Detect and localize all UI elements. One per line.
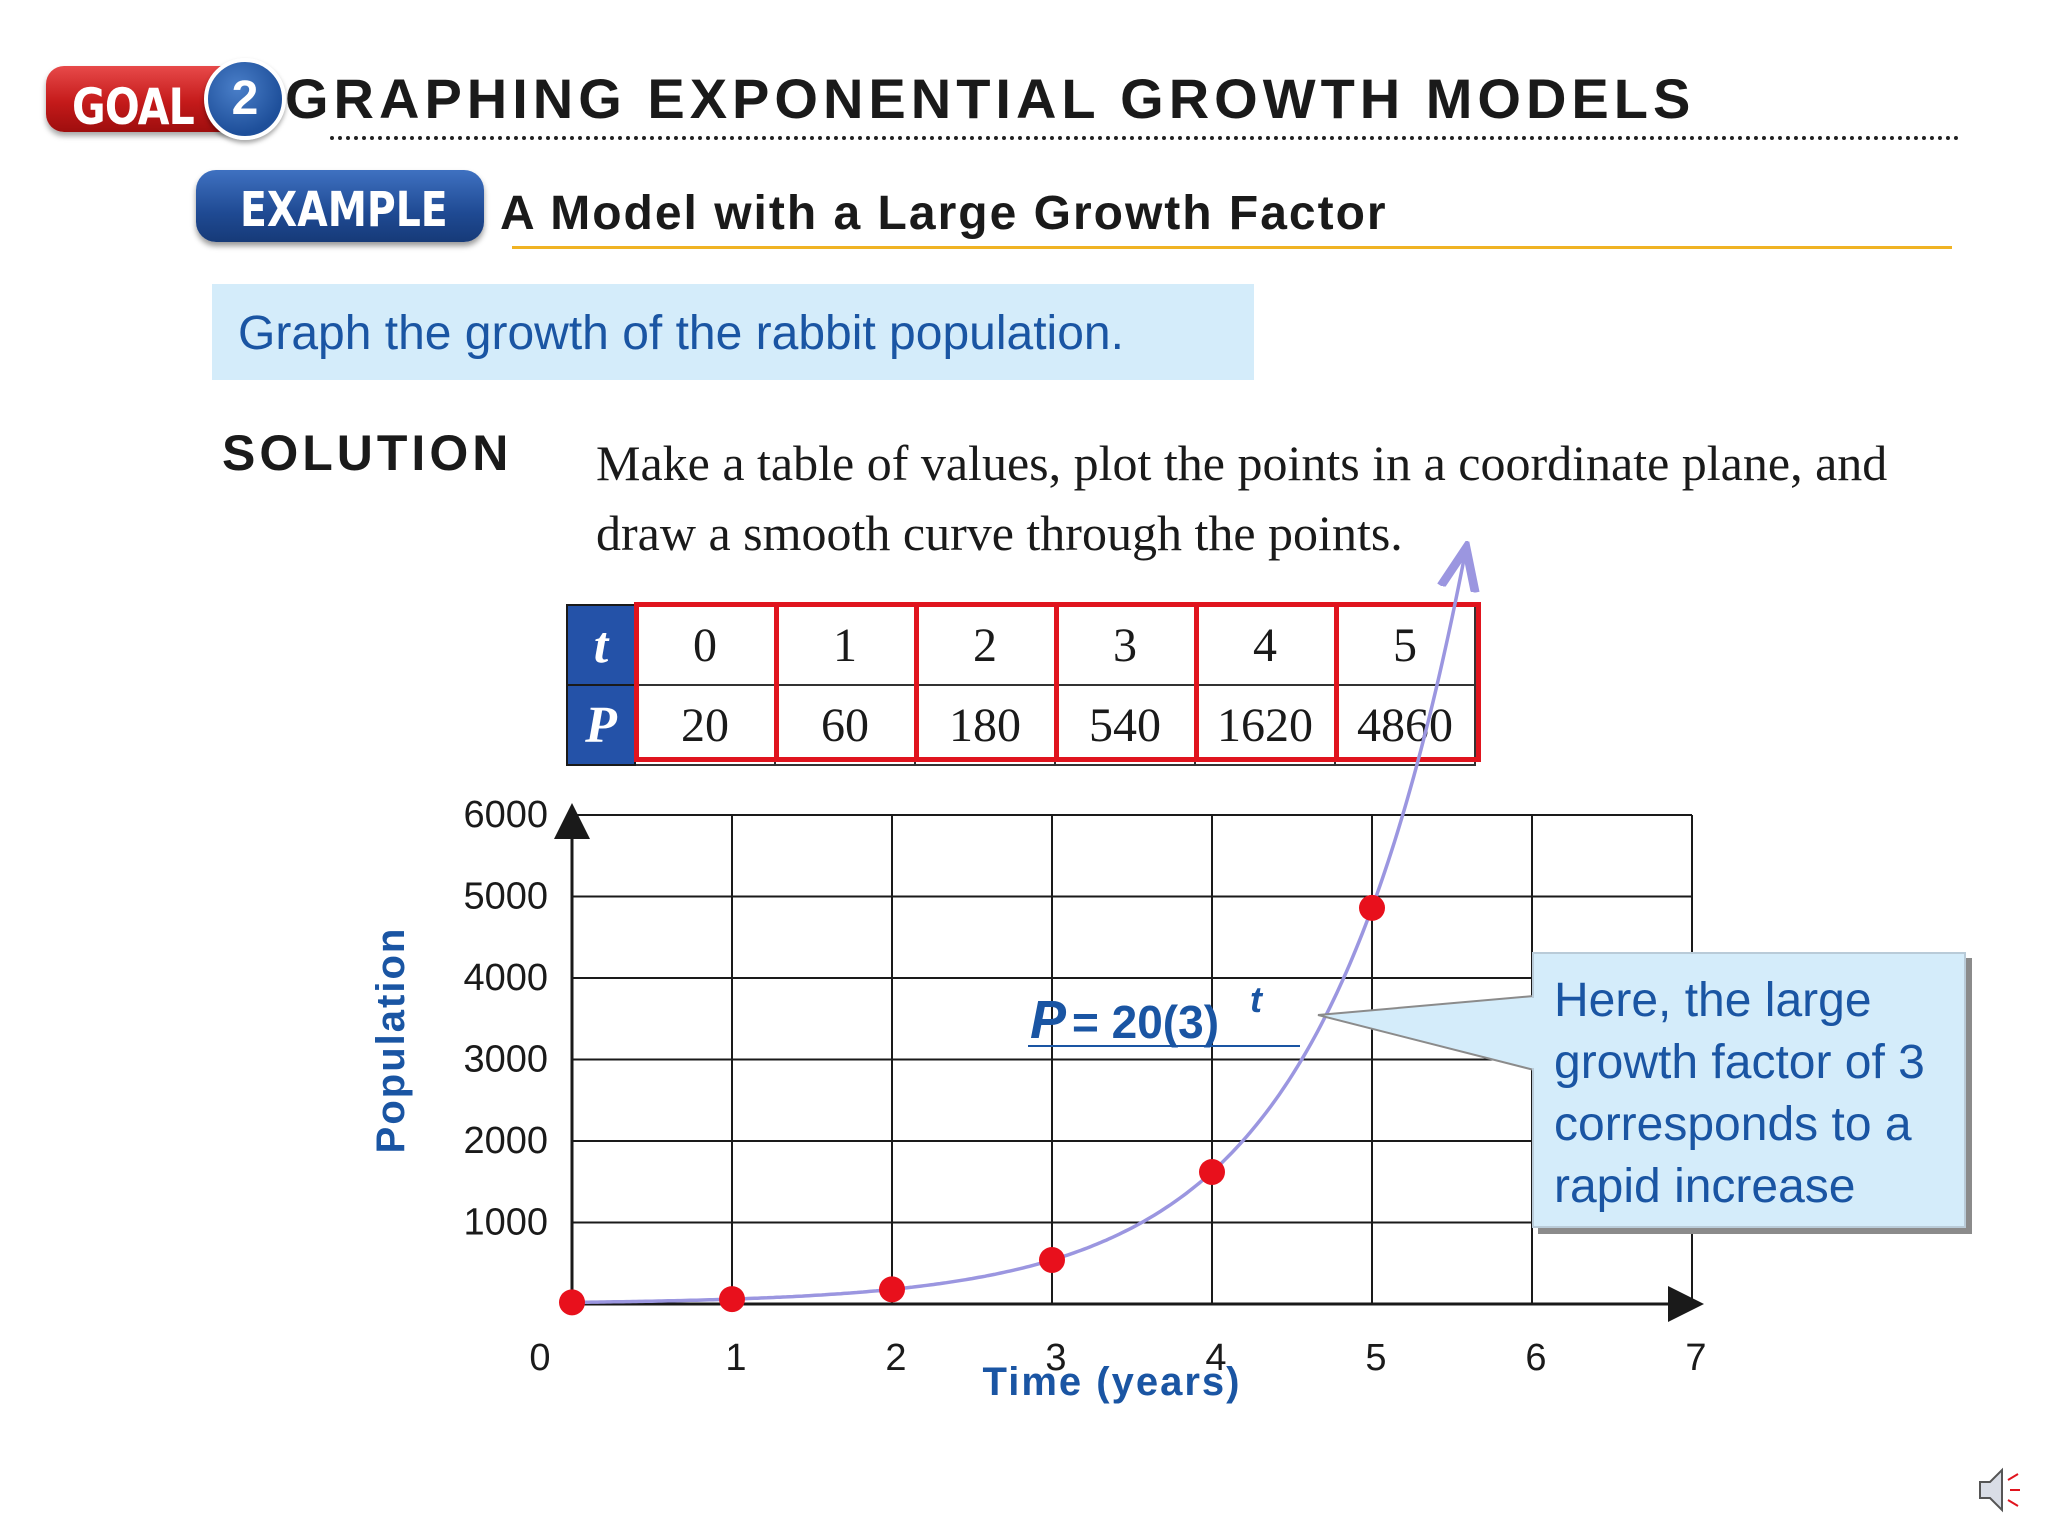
x-tick-label: 0: [529, 1337, 550, 1379]
formula-exponent: t: [1250, 979, 1264, 1020]
data-point: [719, 1286, 745, 1313]
x-tick-label: 6: [1525, 1337, 1546, 1379]
formula-lhs: P: [1030, 990, 1067, 1050]
data-point: [1199, 1158, 1225, 1185]
data-point: [879, 1276, 905, 1303]
data-point: [1359, 894, 1385, 921]
table-header-t: t: [566, 604, 636, 686]
table-cell-t: 4: [1194, 604, 1336, 686]
example-badge: EXAMPLE: [196, 170, 488, 246]
table-cell-p: 60: [774, 684, 916, 766]
example-title: A Model with a Large Growth Factor: [500, 187, 1388, 240]
y-tick-label: 4000: [463, 957, 548, 999]
callout-pointer-joint: [1530, 998, 1538, 1068]
goal-number: 2: [204, 58, 286, 140]
table-cell-p: 1620: [1194, 684, 1336, 766]
table-row-t: t 0 1 2 3 4 5: [566, 604, 1476, 686]
table-highlight-divider: [1334, 602, 1339, 762]
example-divider: [512, 246, 1952, 249]
example-label: EXAMPLE: [240, 182, 448, 238]
callout-text: Here, the large growth factor of 3 corre…: [1554, 974, 1925, 1213]
page-title: GRAPHING EXPONENTIAL GROWTH MODELS: [285, 67, 1696, 130]
table-highlight-divider: [774, 602, 779, 762]
data-point: [1039, 1246, 1065, 1273]
y-tick-label: 5000: [463, 876, 548, 918]
table-cell-p: 20: [634, 684, 776, 766]
y-tick-label: 2000: [463, 1120, 548, 1162]
goal-badge: GOAL 2: [46, 58, 286, 140]
x-tick-label: 5: [1365, 1337, 1386, 1379]
example-pill: EXAMPLE: [196, 170, 484, 242]
speaker-icon[interactable]: [1974, 1464, 2022, 1516]
goal-label: GOAL: [72, 78, 195, 136]
x-tick-label: 4: [1205, 1337, 1226, 1379]
table-cell-t: 1: [774, 604, 916, 686]
callout-box: Here, the large growth factor of 3 corre…: [1532, 952, 1966, 1228]
y-tick-label: 3000: [463, 1039, 548, 1081]
table-cell-p: 540: [1054, 684, 1196, 766]
curve-formula: P = 20(3) t: [1028, 979, 1300, 1050]
solution-text: Make a table of values, plot the points …: [596, 435, 1888, 561]
x-tick-label: 2: [885, 1337, 906, 1379]
x-axis-label: Time (years): [983, 1360, 1242, 1404]
values-table: t 0 1 2 3 4 5 P 20 60 180 540 1620 4860: [566, 604, 1476, 766]
x-tick-label: 3: [1045, 1337, 1066, 1379]
y-tick-label: 6000: [463, 794, 548, 836]
table-highlight-divider: [1054, 602, 1059, 762]
y-axis-label: Population: [369, 927, 413, 1154]
x-tick-label: 7: [1685, 1337, 1706, 1379]
formula-rhs: = 20(3): [1072, 996, 1219, 1048]
data-point: [559, 1289, 585, 1316]
solution-label: SOLUTION: [222, 425, 513, 481]
growth-curve: [571, 555, 1465, 1305]
prompt-box: Graph the growth of the rabbit populatio…: [212, 284, 1254, 380]
title-divider: [330, 136, 1960, 140]
y-tick-label: 1000: [463, 1202, 548, 1244]
table-header-p: P: [566, 684, 636, 766]
table-highlight-divider: [1194, 602, 1199, 762]
table-highlight-divider: [914, 602, 919, 762]
x-tick-label: 1: [725, 1337, 746, 1379]
prompt-text: Graph the growth of the rabbit populatio…: [238, 307, 1124, 360]
